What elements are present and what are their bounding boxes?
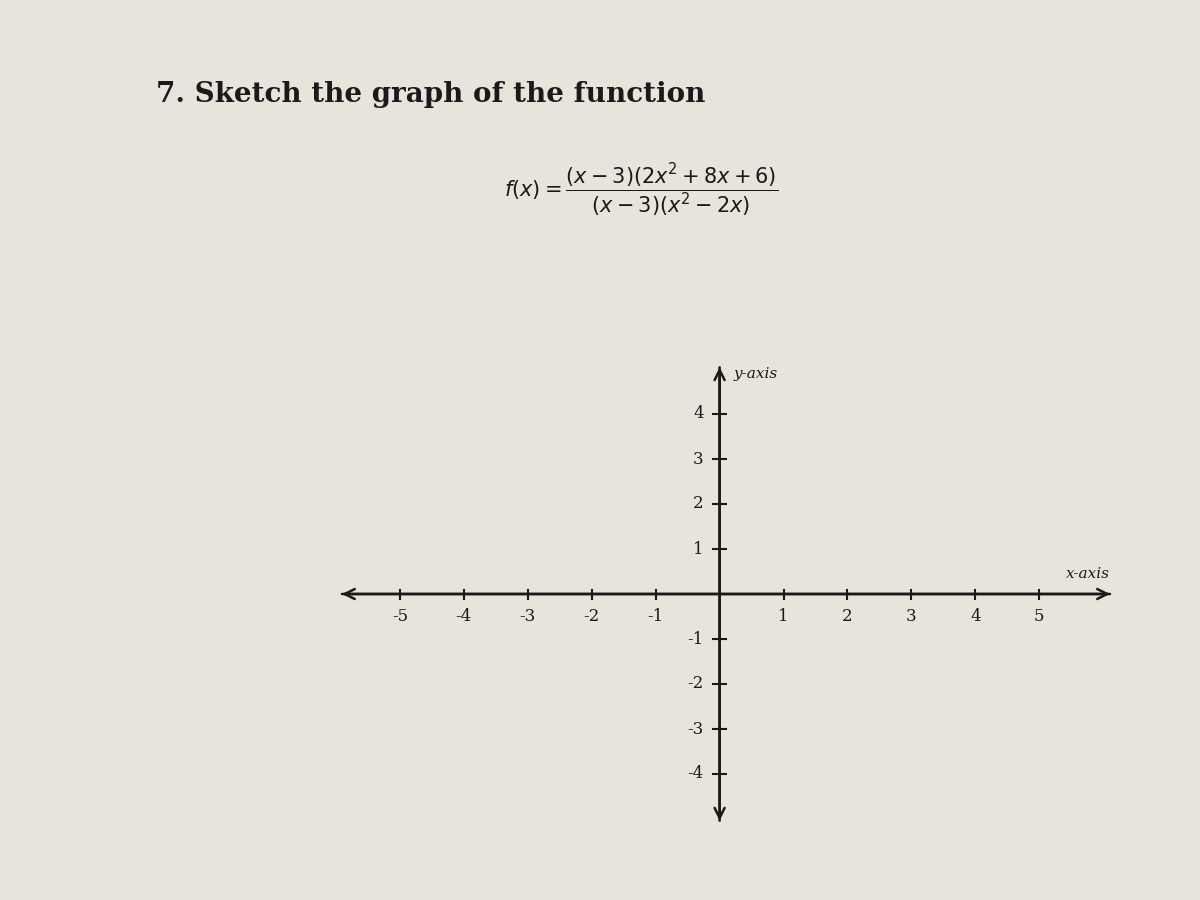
Text: $f(x) = \dfrac{(x-3)(2x^2+8x+6)}{(x-3)(x^2-2x)}$: $f(x) = \dfrac{(x-3)(2x^2+8x+6)}{(x-3)(x… [504, 162, 778, 220]
Text: 4: 4 [970, 608, 980, 626]
Text: 1: 1 [692, 541, 703, 557]
Text: y-axis: y-axis [733, 367, 778, 381]
Text: 2: 2 [842, 608, 853, 626]
Text: -4: -4 [688, 766, 703, 782]
Text: 7. Sketch the graph of the function: 7. Sketch the graph of the function [156, 81, 706, 108]
Text: -3: -3 [520, 608, 536, 626]
Text: 2: 2 [692, 496, 703, 512]
Text: -2: -2 [688, 676, 703, 692]
Text: -4: -4 [456, 608, 472, 626]
Text: x-axis: x-axis [1066, 567, 1110, 581]
Text: 4: 4 [692, 406, 703, 422]
Text: 3: 3 [692, 451, 703, 467]
Text: -1: -1 [688, 631, 703, 647]
Text: 5: 5 [1034, 608, 1044, 626]
Text: -2: -2 [583, 608, 600, 626]
Text: 1: 1 [779, 608, 788, 626]
Text: 3: 3 [906, 608, 917, 626]
Text: -1: -1 [648, 608, 664, 626]
Text: -3: -3 [688, 721, 703, 737]
Text: -5: -5 [392, 608, 408, 626]
